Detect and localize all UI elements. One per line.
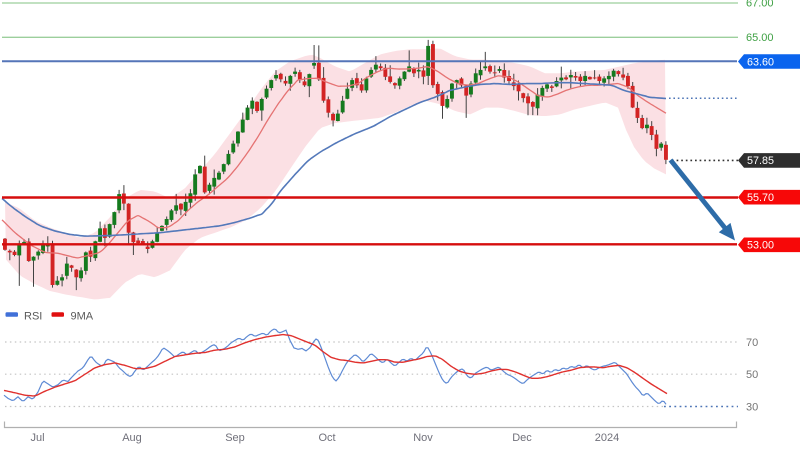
svg-text:Nov: Nov bbox=[413, 432, 433, 444]
svg-text:65.00: 65.00 bbox=[746, 32, 774, 44]
svg-text:30: 30 bbox=[746, 402, 758, 414]
svg-text:63.60: 63.60 bbox=[747, 56, 774, 68]
svg-text:55.70: 55.70 bbox=[747, 192, 774, 204]
svg-text:Oct: Oct bbox=[318, 432, 335, 444]
svg-text:Dec: Dec bbox=[512, 432, 532, 444]
svg-text:67.00: 67.00 bbox=[746, 0, 774, 10]
svg-text:Jul: Jul bbox=[30, 432, 44, 444]
svg-text:RSI: RSI bbox=[24, 311, 42, 323]
svg-text:53.00: 53.00 bbox=[747, 240, 774, 252]
svg-text:57.85: 57.85 bbox=[747, 155, 774, 167]
svg-text:50: 50 bbox=[746, 369, 758, 381]
svg-text:Aug: Aug bbox=[122, 432, 142, 444]
svg-text:70: 70 bbox=[746, 337, 758, 349]
svg-text:Sep: Sep bbox=[225, 432, 245, 444]
svg-text:2024: 2024 bbox=[595, 432, 619, 444]
svg-text:9MA: 9MA bbox=[71, 311, 94, 323]
